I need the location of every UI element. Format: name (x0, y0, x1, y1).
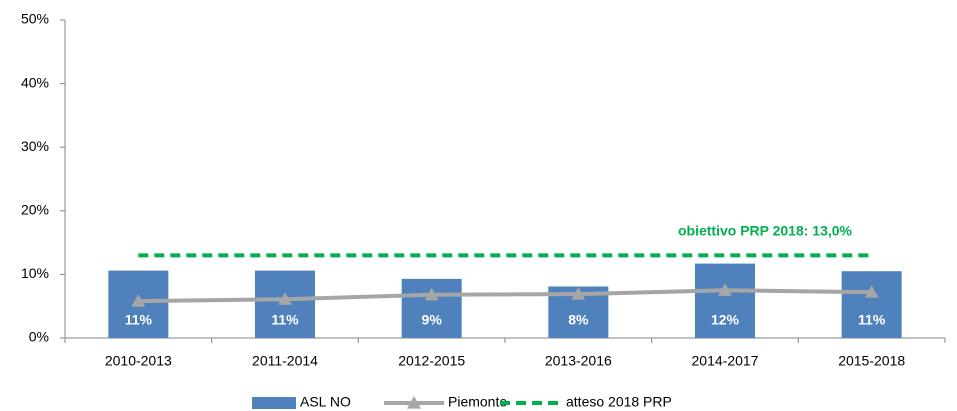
line (138, 288, 872, 304)
y-tick-label: 0% (29, 329, 49, 345)
marker (864, 285, 879, 298)
value-label: 12% (711, 312, 740, 328)
value-label: 11% (271, 312, 299, 328)
value-label: 8% (568, 312, 589, 328)
bar (841, 271, 902, 338)
legend-label: ASL NO (300, 394, 351, 410)
value-label: 11% (125, 312, 153, 328)
marker (718, 283, 732, 296)
legend-swatch (252, 397, 296, 409)
bar (401, 278, 462, 338)
legend-label: atteso 2018 PRP (566, 394, 672, 410)
y-tick-label: 20% (21, 202, 49, 218)
bar (695, 263, 755, 338)
legend-label: Piemonte (448, 394, 507, 410)
y-tick-label: 30% (21, 138, 49, 154)
x-tick-label: 2015-2018 (838, 353, 905, 369)
marker (424, 287, 439, 301)
y-tick-label: 40% (21, 74, 49, 90)
y-tick-label: 10% (21, 265, 49, 281)
legend-marker (407, 396, 421, 409)
marker (131, 294, 146, 307)
value-label: 9% (422, 312, 443, 328)
y-tick-label: 50% (21, 11, 49, 27)
value-label: 11% (858, 312, 886, 328)
marker (278, 292, 292, 305)
x-tick-label: 2012-2015 (398, 353, 465, 369)
x-tick-label: 2011-2014 (252, 353, 318, 369)
x-tick-label: 2014-2017 (692, 353, 759, 369)
marker (571, 287, 586, 300)
annotation: obiettivo PRP 2018: 13,0% (678, 223, 853, 239)
x-tick-label: 2013-2016 (545, 353, 612, 369)
x-tick-label: 2010-2013 (105, 353, 172, 369)
